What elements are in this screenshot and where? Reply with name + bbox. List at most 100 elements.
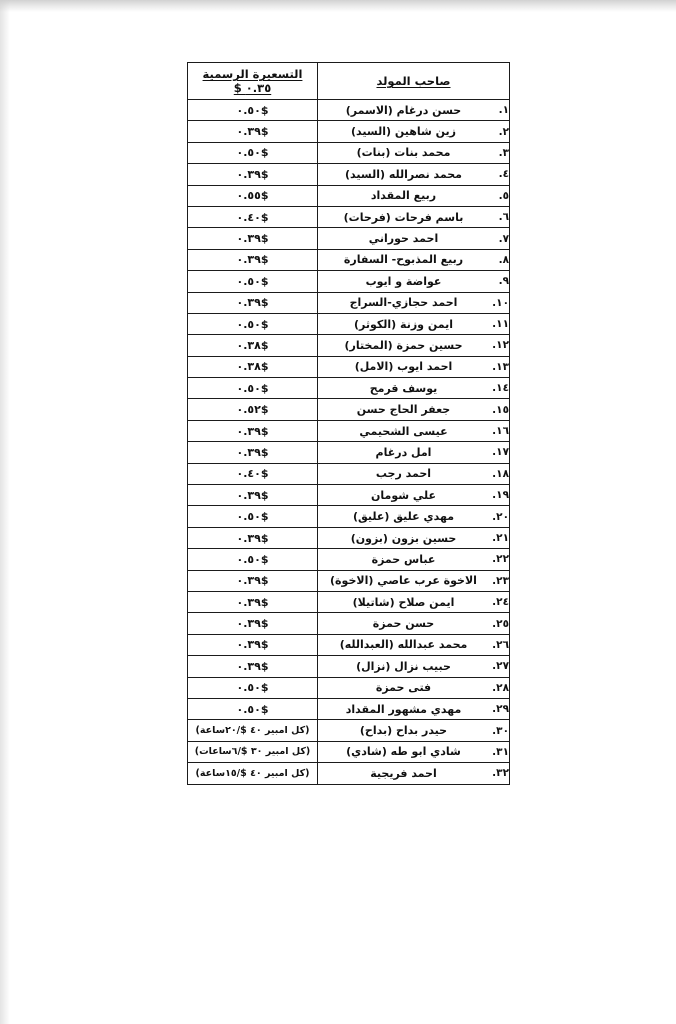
table-row: ٢٨. فتى حمزة $٠.٥٠ xyxy=(187,676,510,699)
cell-generator-owner: ٢. زين شاهين (السيد) xyxy=(317,120,510,143)
cell-generator-owner-inner: ٢٨. فتى حمزة xyxy=(318,678,509,698)
table-row: ٤. محمد نصرالله (السيد) $٠.٣٩ xyxy=(187,163,510,186)
cell-generator-owner-inner: ١٠. احمد حجازي-السراج xyxy=(318,293,509,313)
cell-official-price: $٠.٣٩ xyxy=(187,419,318,443)
row-number: ٢٠. xyxy=(492,510,509,523)
generator-owner-name: امل درغام xyxy=(375,445,432,459)
cell-generator-owner: ١١. ايمن وزنة (الكوثر) xyxy=(317,312,510,336)
cell-generator-owner: ٢٧. حبيب نزال (نزال) xyxy=(317,655,510,678)
table-row: ٢. زين شاهين (السيد) $٠.٣٩ xyxy=(187,120,510,143)
generator-owner-name: عيسى الشحيمي xyxy=(359,424,448,438)
generator-owner-name: زين شاهين (السيد) xyxy=(351,125,456,139)
cell-official-price: $٠.٥٠ xyxy=(187,141,318,165)
cell-generator-owner-inner: ١٧. امل درغام xyxy=(318,442,509,462)
cell-generator-owner: ٧. احمد حوراني xyxy=(317,227,510,250)
cell-generator-owner-inner: ٤. محمد نصرالله (السيد) xyxy=(318,164,509,184)
cell-official-price: $٠.٥٢ xyxy=(187,398,318,421)
generator-owner-name: احمد رجب xyxy=(375,467,432,481)
generator-owner-name: مهدي عليق (عليق) xyxy=(352,510,455,524)
table-row: ٢٣. الاخوة عرب عاصي (الاخوة) $٠.٣٩ xyxy=(187,569,510,592)
table-body: ١. حسن درغام (الاسمر) $٠.٥٠ ٢. زين شاهين (ال… xyxy=(187,98,510,785)
row-number: ٧. xyxy=(498,232,509,245)
cell-official-price: $٠.٥٠ xyxy=(187,697,318,721)
cell-generator-owner: ٢٠. مهدي عليق (عليق) xyxy=(317,505,510,528)
generator-owner-name: حسن درغام (الاسمر) xyxy=(345,103,462,117)
table-row: ١٧. امل درغام $٠.٣٩ xyxy=(187,441,510,464)
table-row: ٦. باسم فرحات (فرحات) $٠.٤٠ xyxy=(187,205,510,229)
row-number: ٦. xyxy=(498,211,509,224)
cell-generator-owner-inner: ١١. ايمن وزنة (الكوثر) xyxy=(318,314,509,334)
row-number: ٢٤. xyxy=(492,596,509,609)
cell-generator-owner: ٢٨. فتى حمزة xyxy=(317,676,510,699)
cell-generator-owner: ٦. باسم فرحات (فرحات) xyxy=(317,205,510,229)
table-row: ٩. عواضة و ايوب $٠.٥٠ xyxy=(187,270,510,293)
generator-owner-name: حسين بزون (بزون) xyxy=(350,531,457,545)
table-row: ١٤. يوسف قرمح $٠.٥٠ xyxy=(187,377,510,400)
cell-official-price: $٠.٥٠ xyxy=(187,548,318,571)
row-number: ٢٦. xyxy=(492,638,509,651)
row-number: ٢١. xyxy=(492,532,509,544)
table-row: ٢٠. مهدي عليق (عليق) $٠.٥٠ xyxy=(187,505,510,528)
row-number: ٣٠. xyxy=(492,724,509,737)
cell-generator-owner-inner: ٢٦. محمد عبدالله (العبدالله) xyxy=(318,635,509,655)
row-number: ٢٧. xyxy=(492,660,509,673)
cell-generator-owner-inner: ٨. ربيع المذبوح- السفارة xyxy=(318,250,509,270)
cell-generator-owner-inner: ١٨. احمد رجب xyxy=(318,464,509,484)
generator-owner-name: ايمن صلاح (شاتيلا) xyxy=(352,595,455,609)
row-number: ٩. xyxy=(498,275,509,288)
row-number: ٤. xyxy=(498,168,509,181)
cell-official-price: $٠.٣٩ xyxy=(187,163,318,186)
table-row: ٧. احمد حوراني $٠.٣٩ xyxy=(187,227,510,250)
cell-generator-owner: ٣. محمد بنات (بنات) xyxy=(317,141,510,165)
cell-generator-owner-inner: ٢٧. حبيب نزال (نزال) xyxy=(318,656,509,676)
row-number: ٨. xyxy=(498,253,509,266)
generator-owner-name: محمد بنات (بنات) xyxy=(356,146,451,160)
generator-owner-name: احمد ايوب (الامل) xyxy=(354,360,453,374)
generator-owner-name: عباس حمزة xyxy=(371,552,436,566)
generator-owner-name: محمد عبدالله (العبدالله) xyxy=(339,638,468,652)
cell-generator-owner-inner: ١. حسن درغام (الاسمر) xyxy=(318,100,509,120)
cell-generator-owner: ٨. ربيع المذبوح- السفارة xyxy=(317,248,510,272)
generator-owner-name: الاخوة عرب عاصي (الاخوة) xyxy=(330,574,477,588)
generator-owner-name: ربيع المذبوح- السفارة xyxy=(343,253,464,267)
generator-owner-name: حبيب نزال (نزال) xyxy=(356,659,451,673)
cell-official-price: $٠.٥٠ xyxy=(187,270,318,293)
row-number: ١٥. xyxy=(492,403,509,416)
cell-generator-owner: ١٢. حسين حمزة (المختار) xyxy=(317,334,510,357)
table-row: ١. حسن درغام (الاسمر) $٠.٥٠ xyxy=(187,98,510,122)
row-number: ٥. xyxy=(498,189,509,202)
row-number: ٢٩. xyxy=(492,703,509,716)
cell-official-price: $٠.٣٩ xyxy=(187,612,318,635)
cell-official-price: $٠.٥٠ xyxy=(187,98,318,122)
cell-official-price: $٠.٥٠ xyxy=(187,505,318,528)
cell-generator-owner-inner: ٢٠. مهدي عليق (عليق) xyxy=(318,506,509,526)
cell-generator-owner-inner: ١٢. حسين حمزة (المختار) xyxy=(318,335,509,355)
row-number: ١١. xyxy=(492,318,509,331)
row-number: ١٩. xyxy=(492,489,509,502)
cell-official-price: $٠.٣٩ xyxy=(187,441,318,464)
cell-generator-owner: ١. حسن درغام (الاسمر) xyxy=(317,98,510,122)
cell-official-price: $٠.٥٠ xyxy=(187,377,318,400)
cell-official-price: $٠.٣٨ xyxy=(187,355,318,379)
row-number: ٣٢. xyxy=(492,767,509,780)
table-row: ١٣. احمد ايوب (الامل) $٠.٣٨ xyxy=(187,355,510,379)
row-number: ٣١. xyxy=(492,745,509,758)
cell-generator-owner-inner: ١٤. يوسف قرمح xyxy=(318,378,509,398)
cell-official-price: $٠.٣٨ xyxy=(187,334,318,357)
row-number: ١٣. xyxy=(492,360,509,373)
generator-owner-name: جعفر الحاج حسن xyxy=(356,403,451,417)
row-number: ١٦. xyxy=(492,425,509,438)
cell-official-price: $٠.٣٩ xyxy=(187,590,318,614)
cell-generator-owner-inner: ٣. محمد بنات (بنات) xyxy=(318,143,509,163)
cell-generator-owner-inner: ٢٣. الاخوة عرب عاصي (الاخوة) xyxy=(318,571,509,591)
cell-generator-owner-inner: ٢. زين شاهين (السيد) xyxy=(318,121,509,141)
table-row: ٢٦. محمد عبدالله (العبدالله) $٠.٣٩ xyxy=(187,633,510,657)
cell-generator-owner: ١٠. احمد حجازي-السراج xyxy=(317,291,510,314)
table-row: ٥. ربيع المقداد $٠.٥٥ xyxy=(187,184,510,207)
table-row: ٣٠. حيدر بداح (بداح) (كل امبير ٤٠ $/٢٠ساعة… xyxy=(187,719,510,742)
generator-owner-name: محمد نصرالله (السيد) xyxy=(345,167,462,181)
cell-generator-owner: ٣٠. حيدر بداح (بداح) xyxy=(317,719,510,742)
table-row: ١٩. علي شومان $٠.٣٩ xyxy=(187,484,510,507)
row-number: ١٨. xyxy=(492,467,509,480)
